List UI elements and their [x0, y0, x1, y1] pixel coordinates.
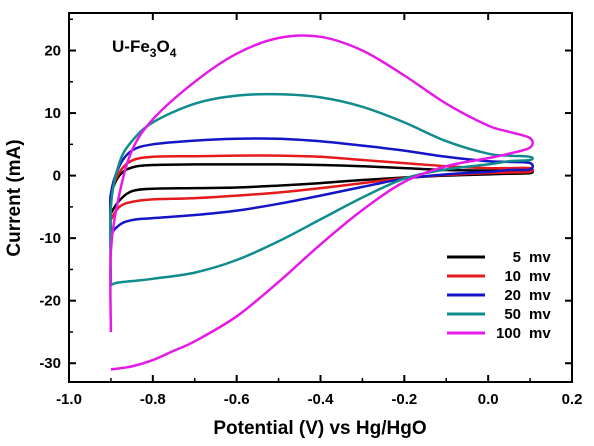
legend-label-10: 10 — [504, 268, 521, 285]
legend-unit: mv — [529, 287, 551, 304]
legend: 5 mv 10 mv 20 mv 50 mv 100 mv — [447, 249, 551, 342]
x-tick-label: -0.2 — [391, 391, 417, 408]
legend-label-5: 5 — [513, 249, 521, 266]
x-tick-label: 0.2 — [562, 391, 583, 408]
x-axis-label: Potential (V) vs Hg/HgO — [213, 418, 426, 439]
y-tick-label: -10 — [39, 230, 61, 247]
legend-label-50: 50 — [504, 306, 521, 323]
x-tick-label: -0.6 — [224, 391, 250, 408]
sample-label: U-Fe3O4 — [112, 37, 177, 60]
series-line-20 — [109, 137, 534, 236]
series-line-100 — [109, 34, 534, 371]
legend-label-20: 20 — [504, 287, 521, 304]
y-tick-label: 0 — [53, 168, 61, 185]
legend-unit: mv — [529, 306, 551, 323]
y-tick-label: -20 — [39, 293, 61, 310]
legend-label-100: 100 — [496, 325, 521, 342]
x-tick-label: -1.0 — [56, 391, 82, 408]
x-tick-label: -0.4 — [308, 391, 335, 408]
x-axis: -1.0 -0.8 -0.6 -0.4 -0.2 0.0 0.2 — [56, 13, 582, 408]
y-tick-label: -30 — [39, 355, 61, 372]
y-tick-label: 10 — [44, 105, 61, 122]
y-axis-label: Current (mA) — [4, 139, 25, 256]
series-group — [109, 34, 534, 371]
legend-unit: mv — [529, 325, 551, 342]
y-tick-label: 20 — [44, 43, 61, 60]
legend-unit: mv — [529, 268, 551, 285]
x-tick-label: 0.0 — [478, 391, 499, 408]
series-line-50 — [109, 92, 534, 287]
legend-unit: mv — [529, 249, 551, 266]
y-axis: -30 -20 -10 0 10 20 — [39, 18, 572, 372]
x-tick-label: -0.8 — [140, 391, 166, 408]
